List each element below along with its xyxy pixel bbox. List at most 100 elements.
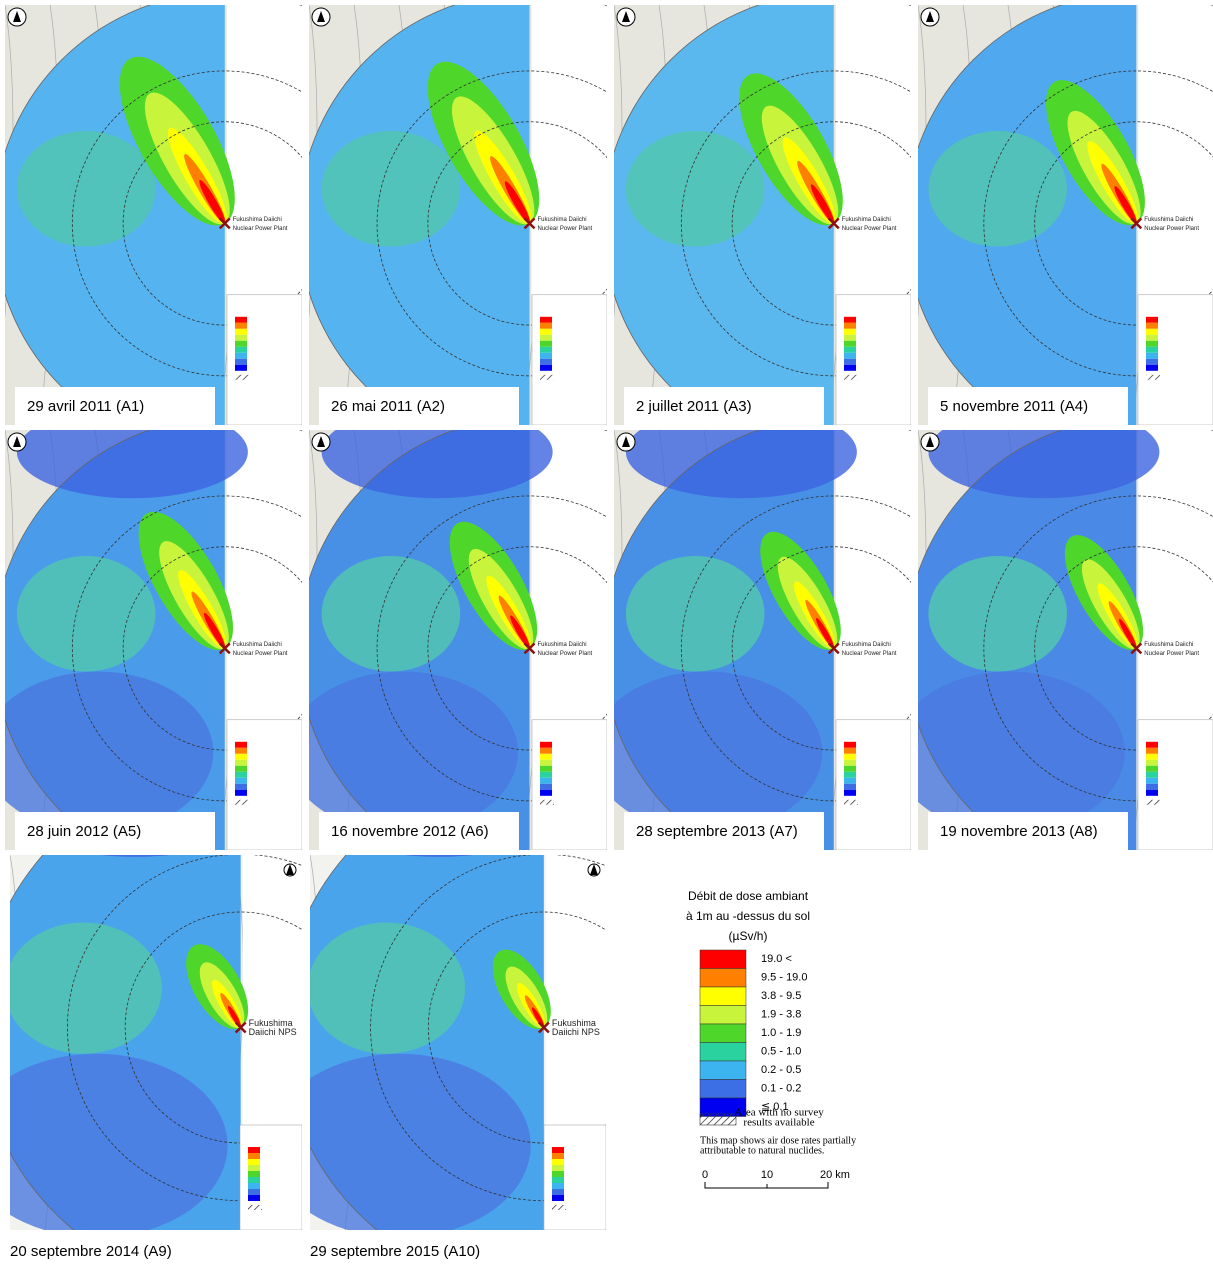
inset-legend-swatch <box>235 347 247 353</box>
inset-legend-swatch <box>248 1189 260 1195</box>
mid-dose-area <box>322 131 461 247</box>
inset-legend-swatch <box>844 790 856 796</box>
inset-hatch <box>235 800 249 805</box>
panel-caption: 5 novembre 2011 (A4) <box>940 398 1088 415</box>
plant-label: Nuclear Power Plant <box>842 226 897 232</box>
map: Fukushima Daiichi Nuclear Power Plant <box>905 0 1213 454</box>
scale-label: 0 <box>702 1169 708 1181</box>
inset-legend-swatch <box>540 742 552 748</box>
inset-legend-swatch <box>552 1189 564 1195</box>
inset-hatch <box>540 800 554 805</box>
inset-legend-swatch <box>540 323 552 329</box>
plant-label: Daiichi NPS <box>552 1027 600 1037</box>
inset-hatch <box>552 1205 566 1210</box>
inset-legend-swatch <box>540 784 552 790</box>
inset-legend-swatch <box>540 365 552 371</box>
plant-label: Nuclear Power Plant <box>233 651 288 657</box>
inset-legend-swatch <box>540 790 552 796</box>
plant-label: Fukushima Daiichi <box>538 642 587 648</box>
inset-hatch <box>1146 800 1160 805</box>
inset-legend-swatch <box>844 359 856 365</box>
inset-legend-swatch <box>844 760 856 766</box>
inset-legend-swatch <box>235 790 247 796</box>
inset-legend-swatch <box>1146 766 1158 772</box>
inset-legend-swatch <box>844 784 856 790</box>
inset-legend-swatch <box>1146 365 1158 371</box>
plant-label: Nuclear Power Plant <box>1144 226 1199 232</box>
legend-swatch <box>700 969 746 988</box>
inset-legend-swatch <box>1146 784 1158 790</box>
inset-legend-swatch <box>235 353 247 359</box>
inset-legend-swatch <box>844 365 856 371</box>
inset-legend-swatch <box>552 1147 564 1153</box>
inset-legend-swatch <box>248 1147 260 1153</box>
inset-hatch <box>844 375 858 380</box>
plant-label: Fukushima Daiichi <box>538 217 587 223</box>
inset-hatch <box>248 1205 262 1210</box>
inset-legend-swatch <box>1146 329 1158 335</box>
mid-dose-area <box>626 556 765 672</box>
inset-legend-swatch <box>235 323 247 329</box>
inset-legend-swatch <box>1146 359 1158 365</box>
map-panel: Fukushima DaiichiNuclear Power Plant19 n… <box>894 406 1213 880</box>
legend-label: 0.5 - 1.0 <box>761 1045 801 1057</box>
inset-legend-swatch <box>1146 347 1158 353</box>
no-survey-label: results available <box>743 1117 814 1129</box>
legend-swatch <box>700 1006 746 1025</box>
mid-dose-area <box>626 131 765 247</box>
scale-label: 10 <box>761 1169 773 1181</box>
legend-swatch <box>700 1043 746 1062</box>
mid-dose-area <box>4 923 162 1054</box>
legend-title: Débit de dose ambiant <box>688 889 809 903</box>
inset-legend-swatch <box>844 341 856 347</box>
scale-bar <box>705 1182 828 1188</box>
note: attributable to natural nuclides. <box>700 1145 824 1156</box>
legend-swatch <box>700 1061 746 1080</box>
inset-legend-swatch <box>552 1171 564 1177</box>
inset-legend-swatch <box>1146 772 1158 778</box>
inset-legend-swatch <box>235 766 247 772</box>
panel-caption: 20 septembre 2014 (A9) <box>10 1243 172 1260</box>
plant-label: Fukushima Daiichi <box>1144 642 1193 648</box>
inset-legend-swatch <box>235 329 247 335</box>
inset-legend-swatch <box>540 778 552 784</box>
inset-legend-swatch <box>552 1177 564 1183</box>
legend-label: 3.8 - 9.5 <box>761 990 801 1002</box>
plant-label: Fukushima Daiichi <box>1144 217 1193 223</box>
inset-legend-swatch <box>1146 754 1158 760</box>
inset-legend-swatch <box>844 353 856 359</box>
mid-dose-area <box>928 131 1067 247</box>
inset-hatch <box>844 800 858 805</box>
legend-swatch <box>700 950 746 969</box>
inset-legend-swatch <box>248 1153 260 1159</box>
inset-legend-swatch <box>248 1183 260 1189</box>
inset-legend-swatch <box>552 1153 564 1159</box>
inset-legend-swatch <box>235 317 247 323</box>
inset-legend-swatch <box>844 347 856 353</box>
inset-legend-swatch <box>540 359 552 365</box>
map: Fukushima Daiichi Nuclear Power Plant <box>894 406 1213 880</box>
plant-label: Nuclear Power Plant <box>233 226 288 232</box>
low-dose-area <box>591 672 822 834</box>
plant-label: Fukushima Daiichi <box>842 642 891 648</box>
mid-dose-area <box>928 556 1067 672</box>
plant-label: Nuclear Power Plant <box>1144 651 1199 657</box>
inset-legend-swatch <box>540 748 552 754</box>
inset-legend-swatch <box>235 778 247 784</box>
legend-label: 0.2 - 0.5 <box>761 1064 801 1076</box>
mid-dose-area <box>322 556 461 672</box>
inset-legend-swatch <box>540 766 552 772</box>
legend-title: (µSv/h) <box>729 929 768 943</box>
inset-legend-swatch <box>235 359 247 365</box>
legend-label: 0.1 - 0.2 <box>761 1082 801 1094</box>
panel-caption: 2 juillet 2011 (A3) <box>636 398 752 415</box>
inset-legend-swatch <box>844 317 856 323</box>
inset-legend-swatch <box>844 766 856 772</box>
panel-caption: 29 septembre 2015 (A10) <box>310 1243 480 1260</box>
inset-legend-swatch <box>1146 317 1158 323</box>
inset-legend-swatch <box>248 1177 260 1183</box>
plant-label: Fukushima Daiichi <box>233 642 282 648</box>
inset-legend-swatch <box>540 335 552 341</box>
mid-dose-area <box>308 923 466 1054</box>
